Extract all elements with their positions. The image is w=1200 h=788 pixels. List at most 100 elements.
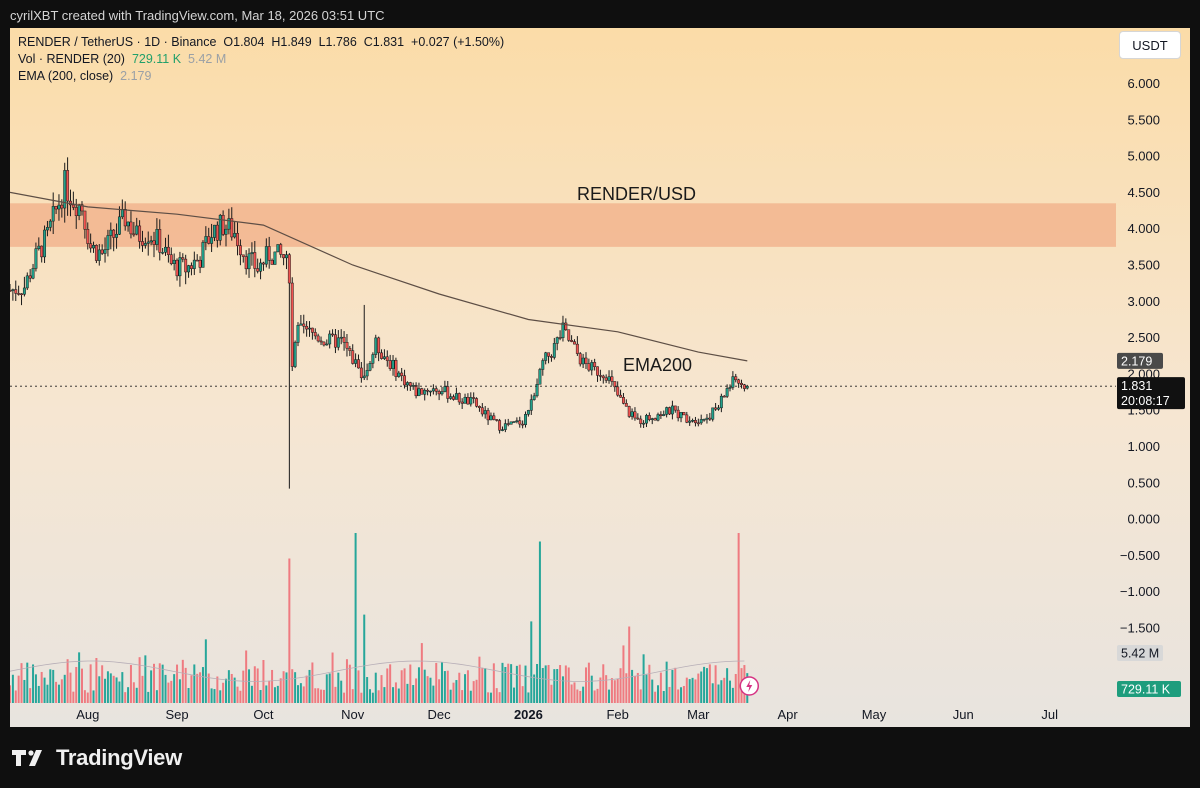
volume-bar	[481, 667, 484, 703]
candle-body	[734, 376, 738, 381]
volume-bar	[222, 682, 225, 703]
volume-bar	[32, 664, 35, 703]
volume-bar	[680, 687, 683, 703]
tradingview-logo-icon	[12, 750, 42, 766]
volume-bar	[26, 662, 29, 703]
candle-body	[714, 407, 718, 410]
candle-body	[138, 225, 142, 242]
volume-bar	[331, 652, 334, 703]
candle-body	[682, 412, 686, 416]
volume-bar	[412, 685, 415, 703]
candle-body	[123, 208, 127, 227]
candle-body	[368, 363, 372, 371]
candle-body	[365, 370, 369, 377]
volume-bar	[204, 639, 207, 703]
volume-bar	[98, 676, 101, 703]
volume-bar	[397, 688, 400, 703]
candle-body	[636, 417, 640, 420]
volume-bar	[593, 690, 596, 703]
candle-body	[256, 268, 260, 272]
y-tick-label: 4.000	[1127, 221, 1160, 236]
volume-bar	[585, 667, 587, 703]
volume-bar	[547, 664, 550, 703]
candle-body	[679, 412, 683, 419]
volume-bar	[561, 676, 564, 703]
volume-bar	[40, 671, 43, 703]
y-tick-label: 0.000	[1127, 512, 1160, 527]
candle-body	[639, 418, 643, 424]
volume-bar	[420, 643, 423, 703]
volume-bar	[253, 666, 256, 703]
candle-body	[236, 233, 239, 246]
candle-body	[112, 229, 116, 238]
candle-body	[336, 337, 340, 348]
volume-bar	[81, 668, 83, 703]
candle-body	[351, 350, 355, 364]
candle-body	[181, 257, 185, 260]
volume-bar	[55, 681, 58, 703]
candle-body	[172, 259, 176, 264]
volume-bar	[294, 672, 297, 703]
volume-bar	[49, 669, 52, 703]
volume-bar	[256, 668, 259, 703]
candle-body	[224, 228, 228, 235]
volume-bar	[20, 663, 23, 703]
volume-bar	[176, 664, 179, 703]
volume-bar	[674, 667, 677, 703]
volume-ma-tag-bg	[1117, 645, 1163, 661]
candle-body	[77, 204, 81, 216]
y-tick-label: 3.500	[1127, 258, 1160, 273]
volume-bar	[544, 665, 547, 703]
volume-bar	[657, 685, 659, 703]
candle-body	[610, 376, 614, 382]
candle-body	[22, 287, 26, 295]
volume-bar	[538, 541, 541, 703]
volume-bar	[677, 689, 680, 703]
volume-bar	[639, 689, 642, 703]
candle-body	[676, 409, 680, 419]
candle-body	[158, 229, 162, 253]
lightning-icon-glyph	[746, 680, 753, 692]
candle-body	[731, 376, 735, 388]
volume-bar	[700, 671, 703, 703]
volume-bar	[63, 674, 66, 703]
candle-body	[449, 396, 453, 399]
volume-bar	[705, 668, 708, 703]
candle-body	[489, 415, 493, 421]
volume-bar	[651, 679, 654, 703]
volume-bar	[141, 675, 144, 703]
candle-body	[613, 381, 617, 388]
candle-body	[143, 243, 147, 246]
candle-body	[570, 340, 574, 342]
volume-bar	[150, 670, 153, 703]
currency-button[interactable]: USDT	[1119, 31, 1181, 59]
y-tick-label: −0.500	[1120, 548, 1160, 563]
volume-bar	[608, 689, 611, 703]
volume-bar	[576, 689, 579, 703]
volume-bar	[527, 692, 530, 703]
volume-bar	[345, 659, 348, 703]
candle-body	[668, 407, 671, 415]
chart-pane[interactable]: 6.5006.0005.5005.0004.5004.0003.5003.000…	[10, 28, 1190, 727]
candle-body	[492, 415, 496, 420]
volume-bar	[181, 659, 184, 703]
candle-body	[10, 290, 12, 292]
candle-body	[515, 420, 519, 422]
price-chart[interactable]: 6.5006.0005.5005.0004.5004.0003.5003.000…	[10, 28, 1190, 727]
candle-body	[740, 382, 743, 385]
candle-body	[152, 240, 156, 245]
volume-bar	[648, 664, 651, 703]
volume-bar	[86, 692, 89, 703]
volume-bar	[536, 664, 539, 703]
volume-bar	[276, 685, 279, 703]
candle-body	[374, 337, 378, 355]
candle-body	[627, 406, 631, 417]
volume-bar	[248, 669, 251, 703]
candle-body	[420, 388, 424, 395]
candle-body	[40, 245, 44, 258]
volume-bar	[668, 686, 671, 703]
candle-body	[717, 407, 720, 410]
tradingview-logo[interactable]: TradingView	[12, 744, 182, 772]
volume-bar	[438, 679, 441, 703]
candle-body	[426, 389, 430, 392]
